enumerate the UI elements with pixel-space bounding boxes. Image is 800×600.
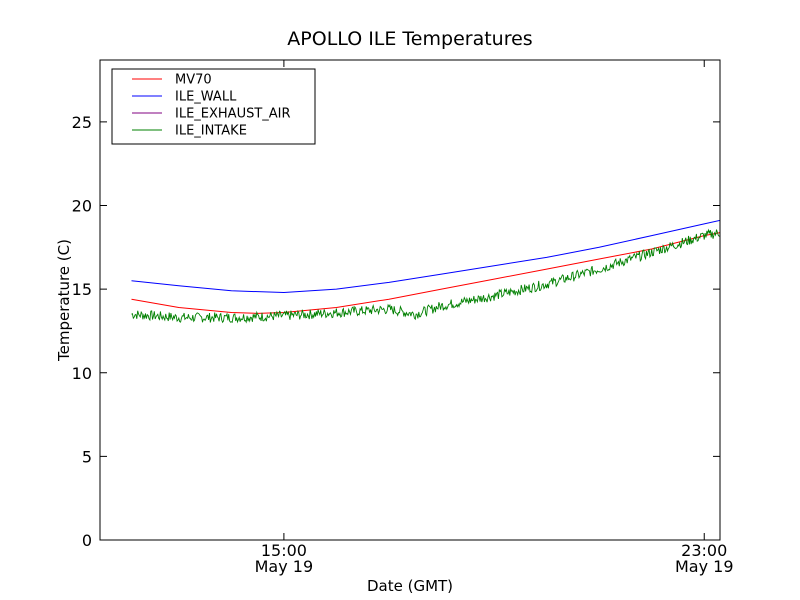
legend: MV70 ILE_WALL ILE_EXHAUST_AIR ILE_INTAKE <box>111 68 316 145</box>
y-tick-label: 25 <box>72 113 92 132</box>
series-line-mv70 <box>131 232 720 314</box>
plot-frame <box>99 59 721 541</box>
chart-title: APOLLO ILE Temperatures <box>287 28 532 50</box>
legend-entry: ILE_WALL <box>175 90 237 105</box>
x-axis-label: Date (GMT) <box>367 577 453 595</box>
x-tick-label: 23:00 <box>681 541 727 560</box>
y-tick-label: 15 <box>72 280 92 299</box>
legend-entry: ILE_EXHAUST_AIR <box>175 107 291 122</box>
legend-box <box>111 68 316 145</box>
x-tick-label: 15:00 <box>261 541 307 560</box>
legend-entry: MV70 <box>175 73 212 88</box>
series-line-ile-wall <box>131 219 720 294</box>
x-tick-sublabel: May 19 <box>255 557 314 576</box>
y-tick-label: 10 <box>72 364 92 383</box>
legend-entry: ILE_INTAKE <box>175 124 247 139</box>
x-tick-sublabel: May 19 <box>675 557 734 576</box>
y-tick-label: 5 <box>82 447 92 466</box>
y-tick-label: 20 <box>72 197 92 216</box>
series-layer <box>131 219 720 324</box>
y-tick-label: 0 <box>82 531 92 550</box>
y-axis-label: Temperature (C) <box>55 239 73 362</box>
series-line-ile-intake <box>131 228 720 324</box>
